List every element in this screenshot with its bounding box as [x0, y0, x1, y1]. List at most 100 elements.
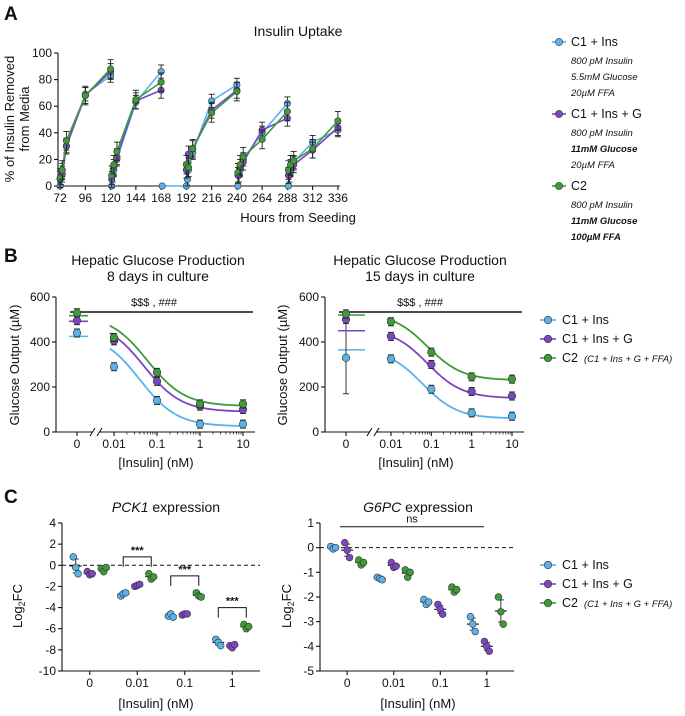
data-point: [69, 553, 78, 561]
x-tick-label: 168: [151, 191, 171, 205]
data-point: [109, 333, 119, 342]
data-point: [438, 610, 447, 618]
data-point: [334, 117, 342, 125]
data-point: [230, 640, 239, 649]
y-tick-label: -4: [45, 601, 56, 615]
data-point: [359, 558, 368, 567]
data-point: [467, 387, 476, 396]
data-point: [244, 622, 253, 631]
data-point: [121, 589, 130, 597]
data-point: [494, 593, 503, 601]
gene-name: G6PC: [363, 499, 402, 515]
legend-swatch-dot: [543, 353, 553, 363]
significance-bracket: [122, 556, 152, 567]
y-tick-label: 80: [39, 73, 53, 87]
y-tick-label: 0: [312, 425, 319, 439]
stat-annotation: $$$ , ###: [131, 297, 178, 309]
data-point: [152, 368, 162, 377]
x-tick-label: 96: [79, 191, 93, 205]
x-axis-label: [Insulin] (nM): [378, 455, 453, 470]
x-tick-label: 0: [74, 437, 81, 451]
x-axis-label: [Insulin] (nM): [118, 455, 193, 470]
legend-b: C1 + Ins C1 + Ins + G C2 (C1 + Ins + G + FF…: [540, 313, 672, 365]
legend-label: C1 + Ins: [571, 35, 618, 49]
data-point: [102, 563, 110, 572]
x-tick-label: 10: [236, 437, 250, 451]
x-tick-label: 1: [468, 437, 475, 451]
legend-note: (C1 + Ins + G + FFA): [584, 354, 672, 365]
panel-label-a: A: [4, 4, 18, 25]
x-axis-label: Hours from Seeding: [240, 210, 356, 225]
y-tick-label: -6: [45, 622, 56, 636]
data-point: [507, 412, 517, 421]
x-tick-label: 312: [303, 191, 323, 205]
data-point: [258, 135, 266, 143]
fit-curve: [386, 333, 513, 399]
legend-note: 800 pM Insulin: [571, 200, 633, 211]
axis-break-mark: [89, 427, 96, 437]
significance-label: ***: [178, 564, 192, 576]
legend-label: C1 + Ins: [562, 313, 609, 327]
legend-swatch-dot: [543, 579, 553, 589]
y-tick-label: -10: [39, 664, 57, 678]
x-tick-label: 1: [229, 676, 236, 690]
x-tick-label: 0.1: [432, 676, 449, 690]
data-point: [149, 573, 158, 581]
legend-label: C1 + Ins: [562, 558, 609, 572]
panel-label-c: C: [4, 487, 18, 508]
legend-swatch-dot: [555, 182, 563, 190]
significance-bracket: [170, 575, 200, 586]
chart-title-line2: 8 days in culture: [107, 268, 209, 284]
data-point: [208, 109, 216, 117]
data-point: [507, 391, 517, 401]
legend-swatch-dot: [543, 560, 553, 570]
legend-c: C1 + Ins C1 + Ins + G C2 (C1 + Ins + G + FF…: [540, 558, 672, 610]
glucose-production-8d-chart: Hepatic Glucose Production 8 days in cul…: [7, 252, 255, 470]
data-point: [135, 580, 144, 589]
y-axis-label: Glucose Output (µM): [7, 305, 22, 426]
legend-label: C1 + Ins + G: [571, 107, 642, 121]
data-point: [110, 161, 118, 169]
data-point: [157, 78, 165, 86]
data-point: [88, 570, 96, 578]
data-point: [169, 613, 177, 621]
y-tick-label: 0: [45, 179, 52, 193]
data-point: [74, 570, 82, 578]
g6pc-expression-chart: G6PC expression [Insulin] (nM) Log2FC -5…: [279, 499, 514, 711]
chart-title-line1: Hepatic Glucose Production: [71, 252, 245, 268]
data-point: [72, 308, 82, 317]
data-point: [343, 546, 351, 554]
chart-title: Insulin Uptake: [254, 23, 343, 39]
significance-label: ***: [131, 545, 145, 557]
y-tick-label: -4: [303, 639, 314, 653]
significance-label: ns: [406, 514, 418, 526]
x-tick-label: 0.01: [379, 437, 403, 451]
y-tick-label: 600: [299, 290, 319, 304]
data-point: [507, 375, 517, 384]
fit-curve: [109, 347, 244, 427]
data-point: [233, 88, 241, 96]
legend-label: C1 + Ins + G: [562, 577, 633, 591]
y-tick-label: 0: [43, 425, 50, 439]
legend-swatch-dot: [543, 598, 553, 608]
y-tick-label: 40: [39, 126, 53, 140]
x-tick-label: 288: [277, 191, 297, 205]
data-point: [467, 408, 476, 417]
x-tick-label: 264: [252, 191, 272, 205]
x-tick-label: 0.01: [382, 676, 406, 690]
y-tick-label: 2: [49, 537, 56, 551]
y-axis-label: Log2FC: [279, 584, 296, 628]
data-point: [238, 420, 248, 429]
data-point: [236, 161, 244, 169]
axis-break-mark: [96, 427, 103, 437]
x-tick-label: 336: [328, 191, 348, 205]
data-point: [331, 543, 340, 552]
legend-note: 20µM FFA: [570, 160, 615, 171]
x-tick-label: 72: [53, 191, 67, 205]
x-tick-label: 1: [483, 676, 490, 690]
fit-curve: [386, 317, 513, 381]
data-point: [392, 562, 400, 570]
axis-break-mark: [366, 427, 373, 437]
data-point: [183, 610, 191, 618]
x-tick-label: 10: [505, 437, 519, 451]
